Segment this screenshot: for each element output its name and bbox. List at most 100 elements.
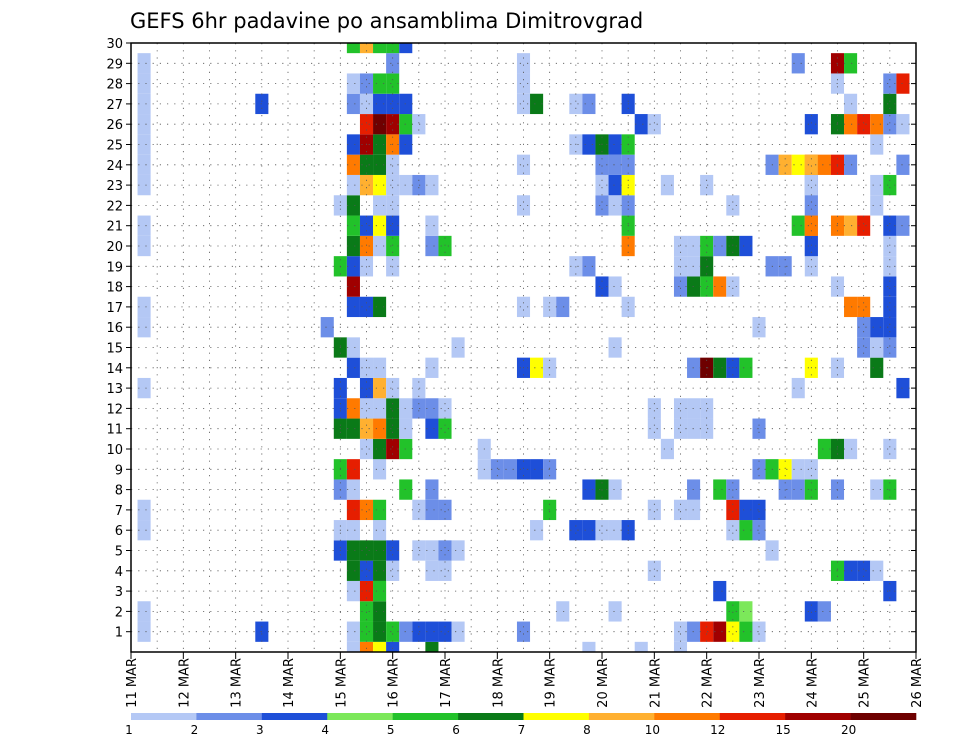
heatmap-cell	[386, 215, 400, 236]
heatmap-cell	[752, 459, 766, 480]
heatmap-cell	[896, 377, 910, 399]
heatmap-cell	[870, 479, 884, 500]
heatmap-cell	[359, 621, 374, 642]
heatmap-cell	[359, 601, 374, 622]
heatmap-cell	[752, 418, 766, 439]
heatmap-cell	[137, 499, 151, 521]
heatmap-cell	[739, 621, 753, 642]
heatmap-cell	[386, 621, 400, 642]
y-tick-label: 27	[106, 98, 123, 113]
heatmap-cell	[883, 317, 897, 338]
heatmap-cell	[726, 276, 740, 297]
heatmap-cell	[582, 134, 596, 155]
heatmap-cell	[739, 357, 753, 378]
y-tick-label: 29	[106, 57, 123, 72]
y-tick-label: 4	[115, 565, 123, 580]
heatmap-cell	[386, 154, 400, 175]
heatmap-cell	[346, 398, 360, 419]
heatmap-cell	[137, 114, 151, 135]
heatmap-cell	[713, 357, 727, 378]
heatmap-cell	[608, 520, 622, 541]
heatmap-cell	[137, 93, 151, 115]
heatmap-cell	[896, 215, 910, 236]
heatmap-cell	[883, 215, 897, 236]
colorbar-segment	[719, 713, 786, 720]
heatmap-cell	[359, 296, 374, 318]
y-tick-label: 7	[115, 504, 123, 519]
heatmap-cell	[857, 296, 871, 318]
x-tick-label: 17 MAR	[439, 658, 454, 708]
heatmap-cell	[359, 174, 374, 196]
heatmap-cell	[386, 377, 400, 399]
heatmap-cell	[713, 276, 727, 297]
colorbar-segment	[523, 713, 590, 720]
y-tick-label: 18	[106, 281, 123, 296]
heatmap-cell	[412, 540, 426, 561]
y-tick-label: 16	[106, 321, 123, 336]
heatmap-cell	[844, 93, 858, 115]
heatmap-cell	[844, 296, 858, 318]
heatmap-cell	[530, 459, 544, 480]
heatmap-cell	[346, 641, 360, 652]
heatmap-cell	[582, 256, 596, 277]
heatmap-cell	[608, 134, 622, 155]
heatmap-cell	[883, 114, 897, 135]
heatmap-cell	[412, 114, 426, 135]
y-tick-label: 24	[106, 159, 123, 174]
heatmap-cell	[373, 459, 387, 480]
heatmap-cell	[595, 276, 609, 297]
heatmap-cell	[726, 235, 740, 257]
heatmap-cell	[373, 114, 387, 135]
heatmap-cell	[425, 540, 439, 561]
y-tick-label: 25	[106, 139, 123, 154]
heatmap-cell	[516, 73, 531, 94]
heatmap-cell	[438, 621, 452, 642]
x-tick-label: 24 MAR	[805, 658, 820, 708]
heatmap-cell	[438, 398, 452, 419]
x-tick-label: 23 MAR	[753, 658, 768, 708]
heatmap-cell	[700, 174, 714, 196]
heatmap-cell	[373, 601, 387, 622]
heatmap-cell	[346, 479, 360, 500]
heatmap-cell	[137, 235, 151, 257]
colorbar-segment	[196, 713, 263, 720]
heatmap-cell	[386, 235, 400, 257]
y-tick-label: 28	[106, 78, 123, 93]
heatmap-cell	[516, 195, 531, 216]
heatmap-cell	[752, 621, 766, 642]
heatmap-cell	[647, 499, 661, 521]
heatmap-cell	[582, 93, 596, 115]
y-tick-label: 2	[115, 605, 123, 620]
heatmap-cell	[346, 499, 360, 521]
heatmap-cell	[373, 438, 387, 460]
heatmap-cell	[556, 601, 570, 622]
heatmap-cell	[870, 195, 884, 216]
heatmap-cell	[595, 520, 609, 541]
heatmap-cell	[582, 479, 596, 500]
heatmap-cell	[359, 235, 374, 257]
heatmap-cell	[870, 134, 884, 155]
heatmap-cell	[412, 621, 426, 642]
heatmap-cell	[373, 93, 387, 115]
heatmap-cell	[425, 215, 439, 236]
heatmap-cell	[438, 418, 452, 439]
heatmap-cell	[530, 93, 544, 115]
heatmap-cell	[673, 418, 688, 439]
heatmap-cell	[582, 520, 596, 541]
heatmap-cell	[739, 601, 753, 622]
heatmap-cell	[582, 641, 596, 652]
heatmap-cell	[569, 93, 583, 115]
colorbar-segment	[327, 713, 393, 720]
heatmap-cell	[673, 235, 688, 257]
heatmap-cell	[373, 235, 387, 257]
heatmap-cell	[634, 114, 648, 135]
x-tick-label: 22 MAR	[701, 658, 716, 708]
heatmap-cell	[595, 195, 609, 216]
chart-title: GEFS 6hr padavine po ansamblima Dimitrov…	[130, 9, 643, 33]
x-tick-label: 20 MAR	[596, 658, 611, 708]
heatmap-cell	[359, 377, 374, 399]
y-tick-label: 13	[106, 382, 123, 397]
grid-lines	[130, 42, 917, 652]
heatmap-cell	[373, 73, 387, 94]
heatmap-cell	[883, 73, 897, 94]
